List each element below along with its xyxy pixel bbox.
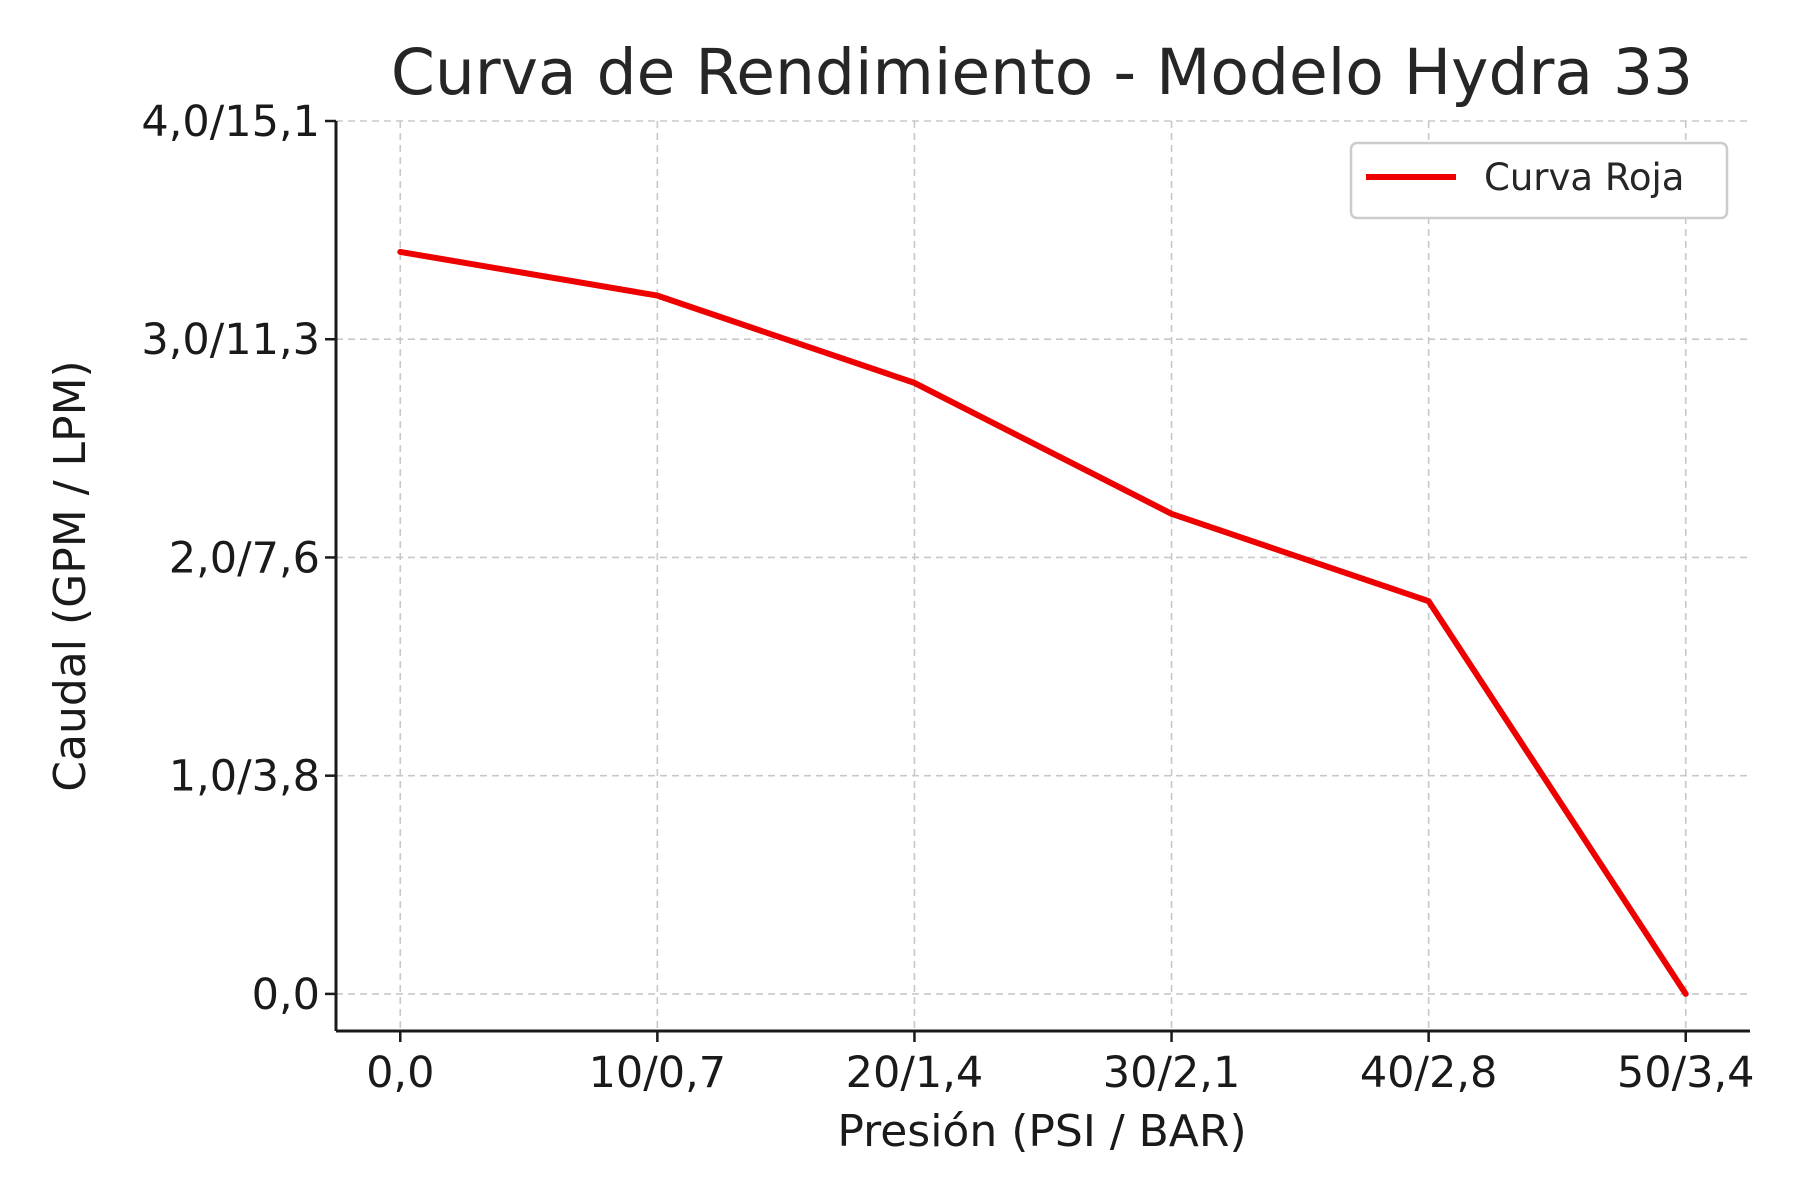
series-layer (397, 248, 1689, 997)
x-tick-label: 30/2,1 (1103, 1048, 1241, 1098)
y-ticks: 0,0 1,0/3,8 2,0/7,6 3,0/11,3 4,0/15,1 (141, 97, 336, 1020)
y-tick-label: 3,0/11,3 (141, 315, 320, 365)
x-tick-label: 40/2,8 (1360, 1048, 1498, 1098)
y-tick-label: 2,0/7,6 (169, 533, 320, 583)
legend-label: Curva Roja (1484, 156, 1684, 199)
y-axis-label: Caudal (GPM / LPM) (45, 360, 96, 791)
y-tick-label: 4,0/15,1 (141, 97, 320, 147)
x-tick-label: 50/3,4 (1617, 1048, 1755, 1098)
grid (336, 120, 1750, 1031)
chart-title: Curva de Rendimiento - Modelo Hydra 33 (391, 36, 1693, 109)
series-line (397, 248, 1689, 997)
y-tick-label: 1,0/3,8 (169, 752, 320, 802)
x-tick-label: 20/1,4 (846, 1048, 984, 1098)
x-tick-label: 10/0,7 (589, 1048, 727, 1098)
y-tick-label: 0,0 (252, 970, 320, 1020)
x-axis-label: Presión (PSI / BAR) (837, 1106, 1246, 1157)
x-ticks: 0,0 10/0,7 20/1,4 30/2,1 40/2,8 50/3,4 (366, 1031, 1755, 1098)
legend: Curva Roja (1349, 141, 1729, 220)
x-tick-label: 0,0 (366, 1048, 434, 1098)
legend-box (1349, 141, 1729, 220)
